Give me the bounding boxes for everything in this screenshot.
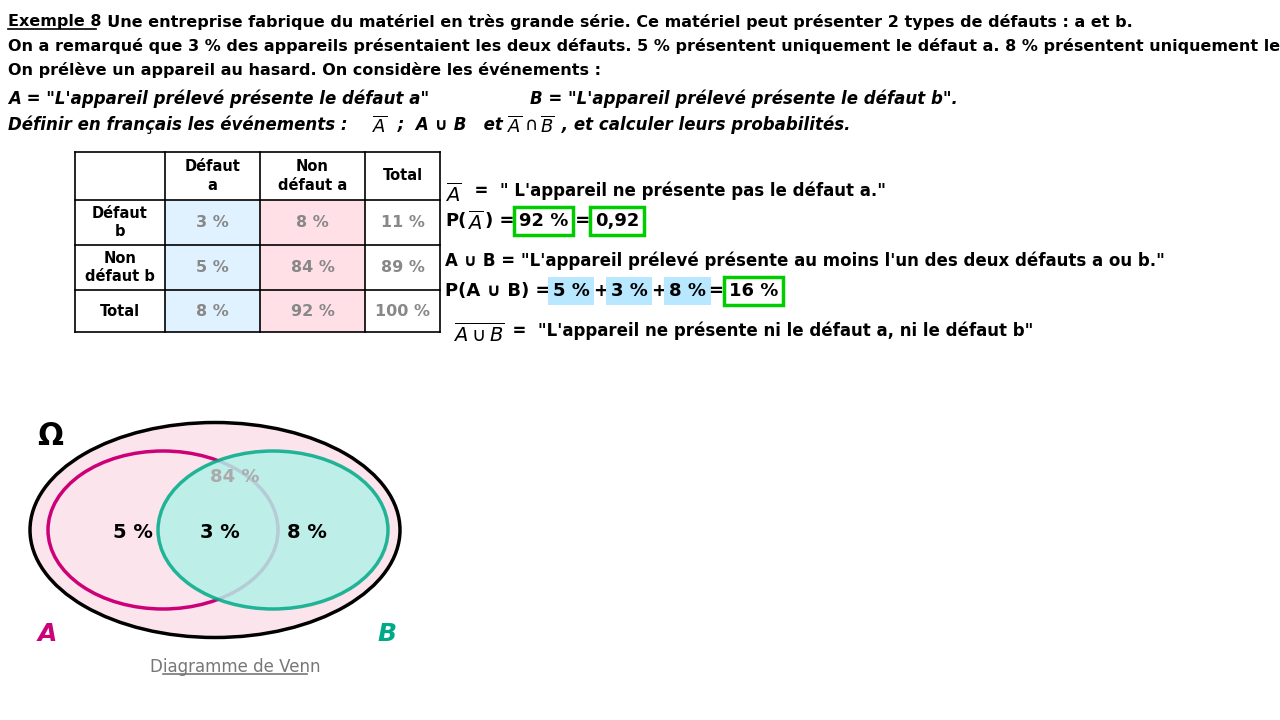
Text: $\overline{A}$: $\overline{A}$ <box>372 116 388 137</box>
Text: =: = <box>570 212 596 230</box>
Text: 3 %: 3 % <box>200 523 239 542</box>
Text: Défaut
a: Défaut a <box>184 159 241 193</box>
Ellipse shape <box>157 451 388 609</box>
Ellipse shape <box>49 451 278 609</box>
Text: Exemple 8 :: Exemple 8 : <box>8 14 114 29</box>
Text: Défaut
b: Défaut b <box>92 206 148 239</box>
Bar <box>165 290 260 332</box>
Text: 8 %: 8 % <box>287 523 326 542</box>
Text: ) =: ) = <box>485 212 521 230</box>
Text: A: A <box>37 622 56 646</box>
Text: $\overline{A}$: $\overline{A}$ <box>507 116 522 137</box>
Text: $\overline{A}$: $\overline{A}$ <box>467 210 484 233</box>
Text: 92 %: 92 % <box>291 304 334 318</box>
Text: Non
défaut b: Non défaut b <box>84 251 155 284</box>
Text: 3 %: 3 % <box>611 282 648 300</box>
Text: , et calculer leurs probabilités.: , et calculer leurs probabilités. <box>556 116 850 135</box>
Text: $\cap$: $\cap$ <box>524 116 536 134</box>
Text: 3 %: 3 % <box>196 215 229 230</box>
Bar <box>260 245 365 290</box>
Text: 0,92: 0,92 <box>595 212 640 230</box>
Text: Ω: Ω <box>37 422 63 451</box>
Bar <box>165 200 260 245</box>
Text: 89 %: 89 % <box>380 260 425 275</box>
Text: Diagramme de Venn: Diagramme de Venn <box>150 658 320 676</box>
Text: A ∪ B = "L'appareil prélevé présente au moins l'un des deux défauts a ou b.": A ∪ B = "L'appareil prélevé présente au … <box>445 252 1165 271</box>
Text: =  " L'appareil ne présente pas le défaut a.": = " L'appareil ne présente pas le défaut… <box>463 182 886 200</box>
Text: 16 %: 16 % <box>730 282 778 300</box>
Text: 11 %: 11 % <box>380 215 425 230</box>
Text: B: B <box>378 622 397 646</box>
Text: On a remarqué que 3 % des appareils présentaient les deux défauts. 5 % présenten: On a remarqué que 3 % des appareils prés… <box>8 38 1280 54</box>
Text: Une entreprise fabrique du matériel en très grande série. Ce matériel peut prése: Une entreprise fabrique du matériel en t… <box>96 14 1133 30</box>
Text: +: + <box>652 282 666 300</box>
Text: 8 %: 8 % <box>296 215 329 230</box>
Text: On prélève un appareil au hasard. On considère les événements :: On prélève un appareil au hasard. On con… <box>8 62 602 78</box>
Text: +: + <box>593 282 608 300</box>
Text: A = "L'appareil prélevé présente le défaut a": A = "L'appareil prélevé présente le défa… <box>8 90 429 109</box>
Text: ;  A ∪ B   et: ; A ∪ B et <box>392 116 515 134</box>
Text: $\overline{B}$: $\overline{B}$ <box>540 116 554 137</box>
Text: 8 %: 8 % <box>196 304 229 318</box>
Text: =  "L'appareil ne présente ni le défaut a, ni le défaut b": = "L'appareil ne présente ni le défaut a… <box>500 322 1033 341</box>
Text: P(A ∪ B) =: P(A ∪ B) = <box>445 282 557 300</box>
Text: 5 %: 5 % <box>113 523 152 542</box>
Text: Total: Total <box>100 304 140 318</box>
Text: B = "L'appareil prélevé présente le défaut b".: B = "L'appareil prélevé présente le défa… <box>530 90 957 109</box>
Bar <box>260 200 365 245</box>
Text: P(: P( <box>445 212 466 230</box>
Text: $\overline{A \cup B}$: $\overline{A \cup B}$ <box>453 322 504 346</box>
Text: 92 %: 92 % <box>518 212 568 230</box>
Ellipse shape <box>29 423 399 637</box>
Text: Total: Total <box>383 168 422 184</box>
Text: Non
défaut a: Non défaut a <box>278 159 347 193</box>
Bar <box>165 245 260 290</box>
Text: Définir en français les événements :: Définir en français les événements : <box>8 116 353 135</box>
Text: 100 %: 100 % <box>375 304 430 318</box>
Text: 84 %: 84 % <box>210 468 260 486</box>
Text: 5 %: 5 % <box>196 260 229 275</box>
Text: 5 %: 5 % <box>553 282 590 300</box>
Text: 84 %: 84 % <box>291 260 334 275</box>
Bar <box>260 290 365 332</box>
Text: $\overline{A}$: $\overline{A}$ <box>445 182 461 206</box>
Text: =: = <box>709 282 731 300</box>
Text: 8 %: 8 % <box>669 282 707 300</box>
